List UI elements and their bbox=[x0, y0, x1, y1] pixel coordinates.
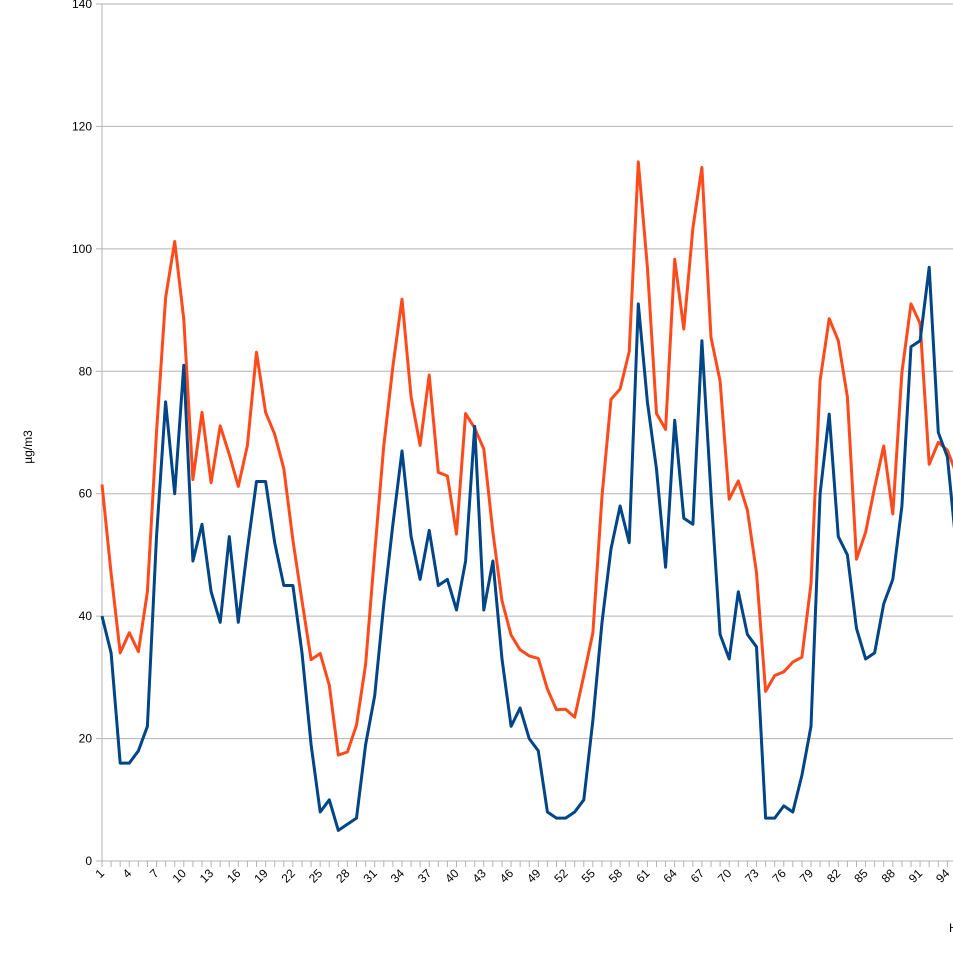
x-tick-label: 94 bbox=[933, 866, 953, 886]
x-tick-label: 70 bbox=[715, 866, 735, 886]
x-tick-label: 82 bbox=[824, 866, 844, 886]
x-tick-label: 43 bbox=[470, 866, 490, 886]
x-tick-label: 4 bbox=[120, 866, 135, 881]
series-group bbox=[100, 160, 953, 832]
y-tick-label: 80 bbox=[79, 364, 93, 378]
y-axis-ticks: 0 20 40 60 80 100 120 140 bbox=[72, 0, 102, 868]
x-tick-label: 79 bbox=[797, 866, 817, 886]
x-tick-label: 31 bbox=[360, 866, 380, 886]
x-tick-label: 61 bbox=[633, 866, 653, 886]
x-tick-label: 91 bbox=[906, 866, 926, 886]
x-tick-label: 40 bbox=[442, 866, 462, 886]
x-tick-label: 25 bbox=[306, 866, 326, 886]
x-tick-label: 28 bbox=[333, 866, 353, 886]
x-tick-label: 7 bbox=[147, 866, 162, 881]
x-tick-label: 10 bbox=[170, 866, 190, 886]
x-tick-label: 19 bbox=[251, 866, 271, 886]
x-tick-label: 55 bbox=[579, 866, 599, 886]
y-tick-label: 0 bbox=[85, 854, 92, 868]
y-tick-label: 100 bbox=[72, 242, 92, 256]
x-tick-label: 13 bbox=[197, 866, 217, 886]
y-tick-label: 20 bbox=[79, 732, 93, 746]
x-axis-ticks: 1 4 7 10 13 16 19 22 25 28 31 34 37 40 43 46 49 52 55 58 61 6… bbox=[92, 861, 953, 886]
y-axis-label: µg/m3 bbox=[21, 430, 35, 464]
x-tick-label: 37 bbox=[415, 866, 435, 886]
x-tick-label: 16 bbox=[224, 866, 244, 886]
x-tick-label: 76 bbox=[770, 866, 790, 886]
series-line-2 bbox=[100, 265, 953, 832]
x-tick-label: 85 bbox=[851, 866, 871, 886]
x-tick-label: 73 bbox=[742, 866, 762, 886]
x-axis-label: H bbox=[949, 921, 953, 935]
series-line-1 bbox=[100, 160, 953, 757]
x-tick-label: 1 bbox=[92, 866, 107, 881]
y-tick-label: 40 bbox=[79, 609, 93, 623]
y-tick-label: 140 bbox=[72, 0, 92, 11]
y-tick-label: 120 bbox=[72, 119, 92, 133]
x-tick-label: 34 bbox=[388, 866, 408, 886]
grid-lines bbox=[102, 3, 953, 862]
x-tick-label: 88 bbox=[879, 866, 899, 886]
x-tick-label: 52 bbox=[551, 866, 571, 886]
x-tick-label: 46 bbox=[497, 866, 517, 886]
x-tick-label: 58 bbox=[606, 866, 626, 886]
x-tick-label: 49 bbox=[524, 866, 544, 886]
y-tick-label: 60 bbox=[79, 487, 93, 501]
x-tick-label: 64 bbox=[660, 866, 680, 886]
x-tick-label: 22 bbox=[279, 866, 299, 886]
x-tick-label: 67 bbox=[688, 866, 708, 886]
